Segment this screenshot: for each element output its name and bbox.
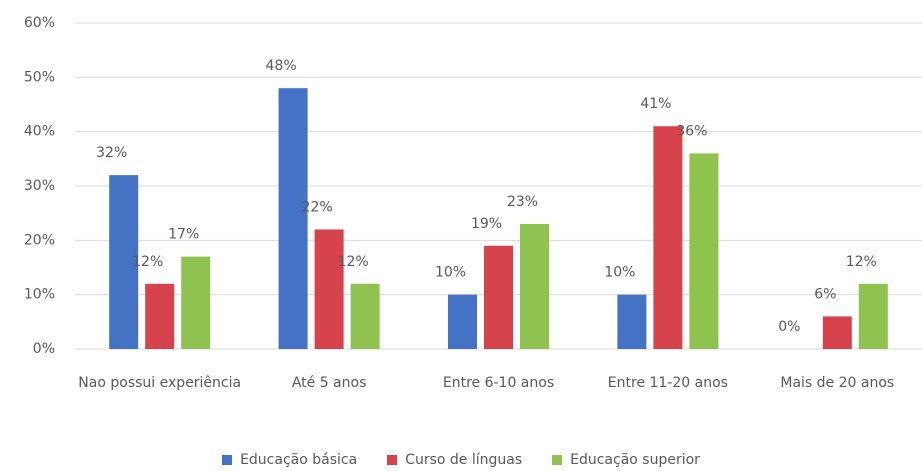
legend-label: Educação superior (570, 452, 700, 468)
value-label: 32% (96, 145, 127, 161)
y-tick-label: 20% (24, 232, 55, 248)
x-tick-label: Entre 6-10 anos (442, 375, 555, 391)
value-label: 17% (168, 227, 199, 243)
value-label: 6% (814, 286, 836, 302)
bar (109, 175, 139, 349)
bar (278, 88, 308, 349)
legend-swatch (387, 455, 398, 465)
legend-swatch (222, 455, 233, 465)
bar (448, 294, 477, 349)
y-tick-label: 10% (24, 287, 55, 303)
bar (484, 245, 513, 349)
bar (689, 153, 719, 349)
bar (858, 283, 888, 349)
value-label: 12% (846, 254, 877, 270)
legend-label: Educação básica (240, 452, 358, 468)
bar (350, 283, 380, 349)
value-label: 22% (302, 199, 333, 215)
value-label: 36% (676, 123, 707, 139)
bar (653, 126, 683, 349)
y-tick-label: 50% (24, 69, 55, 85)
legend-item: Educação básica (222, 452, 357, 468)
bar (617, 294, 647, 349)
value-label: 41% (640, 96, 671, 112)
x-tick-label: Até 5 anos (291, 375, 367, 391)
value-label: 23% (507, 194, 538, 210)
bar (314, 229, 344, 349)
y-tick-label: 40% (24, 124, 55, 140)
legend-label: Curso de línguas (405, 452, 523, 468)
y-tick-label: 60% (24, 15, 55, 31)
value-label: 0% (778, 319, 800, 335)
value-label: 12% (338, 254, 369, 270)
bar (822, 316, 852, 349)
bar (145, 283, 175, 349)
y-tick-label: 30% (24, 178, 55, 194)
bar (520, 224, 549, 349)
value-label: 19% (471, 216, 502, 232)
value-label: 10% (435, 265, 466, 281)
x-tick-label: Entre 11-20 anos (607, 375, 728, 391)
value-label: 12% (132, 254, 163, 270)
legend-item: Curso de línguas (387, 452, 522, 468)
x-tick-label: Nao possui experiência (78, 375, 242, 391)
value-label: 10% (604, 265, 635, 281)
legend-item: Educação superior (552, 452, 700, 468)
legend: Educação básica Curso de línguas Educação … (0, 452, 922, 468)
value-label: 48% (266, 58, 297, 74)
y-tick-label: 0% (33, 341, 55, 357)
x-tick-label: Mais de 20 anos (780, 375, 895, 391)
legend-swatch (552, 455, 563, 465)
bar (181, 256, 211, 349)
